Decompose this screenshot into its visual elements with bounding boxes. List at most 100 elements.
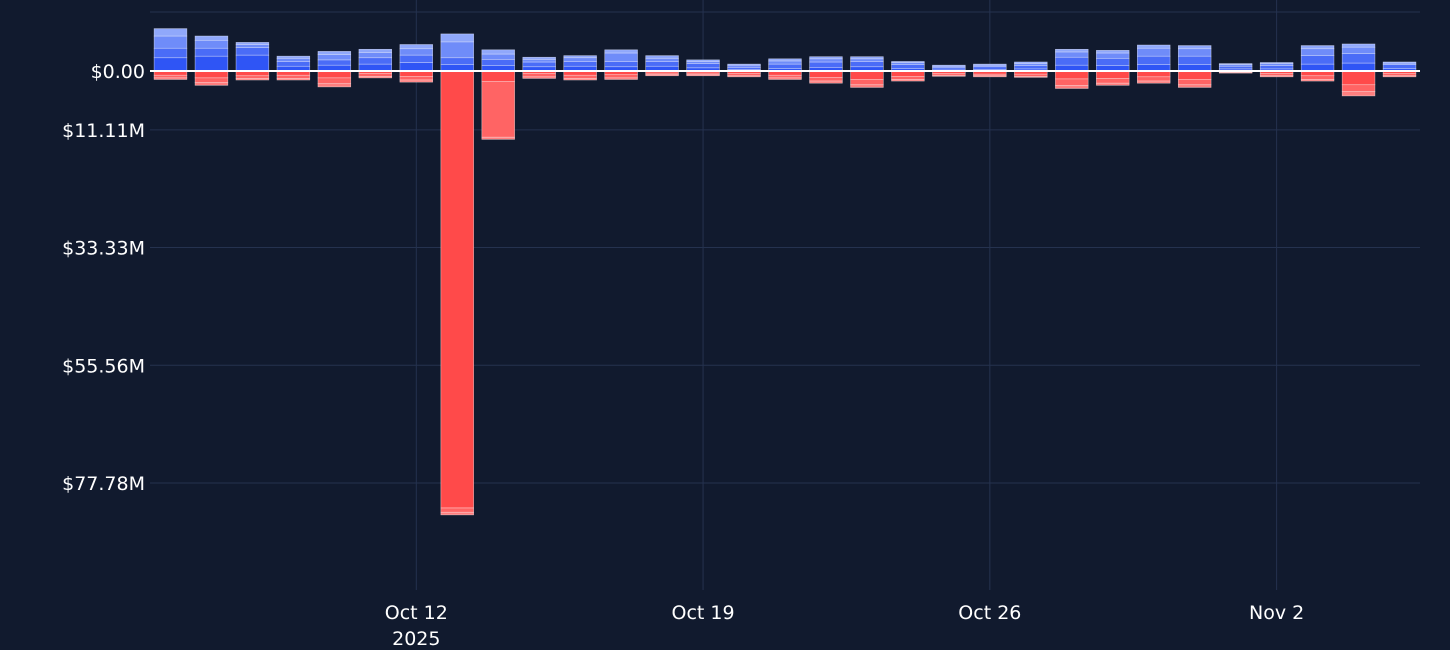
bar-segment-outflow [317,83,352,88]
bar-segment-inflow [932,67,966,71]
bar-segment-outflow [358,75,393,79]
bar-segment-inflow [1382,61,1417,64]
bar-segment-outflow [604,74,638,79]
bar-segment-outflow [440,507,474,513]
bar-segment-inflow [1382,64,1417,69]
bar-segment-outflow [768,77,802,80]
bar-segment-inflow [276,61,311,67]
bar-segment-inflow [358,63,393,72]
bar-segment-inflow [686,59,720,62]
bar-segment-outflow [809,77,843,82]
bar-segment-outflow [727,75,761,78]
bar-segment-outflow [850,79,884,86]
bar-segment-outflow [891,75,925,80]
bar-segment-inflow [194,39,229,49]
bar-segment-outflow [399,79,433,83]
bar-segment-inflow [686,61,720,64]
bar-segment-inflow [563,57,597,62]
bar-segment-inflow [1341,53,1376,64]
bar-segment-inflow [809,58,843,63]
bar-segment-inflow [1014,63,1048,67]
bar-segment-inflow [1177,48,1212,57]
bar-segment-inflow [1096,57,1130,67]
bar-segment-inflow [1259,65,1294,70]
bar-segment-outflow [809,80,843,84]
bar-segment-outflow [1382,73,1417,77]
bar-segment-inflow [399,44,433,50]
bar-segment-outflow [1300,79,1335,82]
bar-segment-outflow [1096,70,1130,79]
bar-segment-inflow [563,61,597,67]
y-tick-label: $77.78M [62,473,145,495]
bar-segment-inflow [235,47,270,56]
bar-segment-outflow [1096,78,1130,84]
bar-segment-inflow [1014,65,1048,70]
bar-segment-outflow [768,74,802,79]
bar-segment-inflow [973,63,1007,66]
bar-segment-inflow [891,62,925,65]
bar-segment-outflow [1300,75,1335,80]
y-tick-label: $55.56M [62,355,145,377]
bar-segment-inflow [1137,47,1171,57]
bar-segment-inflow [645,55,679,59]
bar-segment-inflow [399,48,433,56]
bar-segment-inflow [850,56,884,60]
bar-segment-inflow [1055,56,1089,66]
bar-segment-outflow [1177,84,1212,88]
bar-segment-outflow [194,70,229,79]
bar-segment-outflow [891,79,925,82]
bar-segment-inflow [358,57,393,65]
bar-segment-inflow [1096,50,1130,54]
bar-segment-inflow [522,61,556,68]
bar-segment-inflow [194,35,229,41]
bar-segment-inflow [932,64,966,67]
bar-segment-outflow [481,70,515,82]
bar-segment-outflow [973,75,1007,78]
bar-segment-outflow [1055,78,1089,86]
bar-segment-outflow [563,78,597,81]
x-tick-label: Oct 19 [672,602,735,624]
bar-segment-inflow [1137,55,1171,65]
bar-segment-inflow [973,66,1007,70]
bar-segment-outflow [522,76,556,79]
bar-segment-outflow [440,70,474,509]
bar-segment-outflow [1382,75,1417,78]
bar-segment-outflow [235,75,270,79]
y-tick-label: $33.33M [62,238,145,260]
bar-segment-outflow [1055,85,1089,89]
bar-segment-outflow [276,74,311,79]
bar-segment-inflow [604,52,638,62]
bar-segment-inflow [850,61,884,68]
bar-segment-inflow [358,48,393,53]
bar-segment-inflow [604,49,638,54]
bar-segment-inflow [153,57,188,72]
x-tick-label: Oct 26 [958,602,1021,624]
bar-segment-inflow [440,57,474,65]
x-tick-label: Oct 12 [385,602,448,624]
bar-segment-inflow [1137,44,1171,49]
bar-segment-inflow [440,33,474,43]
bar-segment-inflow [1014,61,1048,64]
bar-segment-outflow [358,73,393,77]
bar-segment-outflow [563,74,597,79]
bar-segment-inflow [1259,62,1294,64]
bar-segment-outflow [727,73,761,77]
bar-segment-inflow [1096,52,1130,59]
bar-segment-outflow [932,74,966,77]
bar-segment-outflow [194,77,229,83]
bar-segment-inflow [153,28,188,37]
bar-segment-inflow [153,47,188,59]
axis-layer: $0.00 $11.11M $33.33M $55.56M $77.78M Oct 12 2… [62,61,1420,650]
bar-segment-inflow [235,44,270,48]
bar-segment-inflow [153,35,188,49]
bar-segment-inflow [891,64,925,69]
bar-segment-outflow [645,74,679,77]
bar-segment-inflow [727,64,761,68]
bar-segment-outflow [1014,75,1048,78]
bar-segment-inflow [481,49,515,55]
bar-segment-inflow [1177,55,1212,65]
bar-segment-inflow [522,56,556,60]
bar-segment-outflow [1218,72,1253,74]
bar-segment-inflow [1300,45,1335,50]
